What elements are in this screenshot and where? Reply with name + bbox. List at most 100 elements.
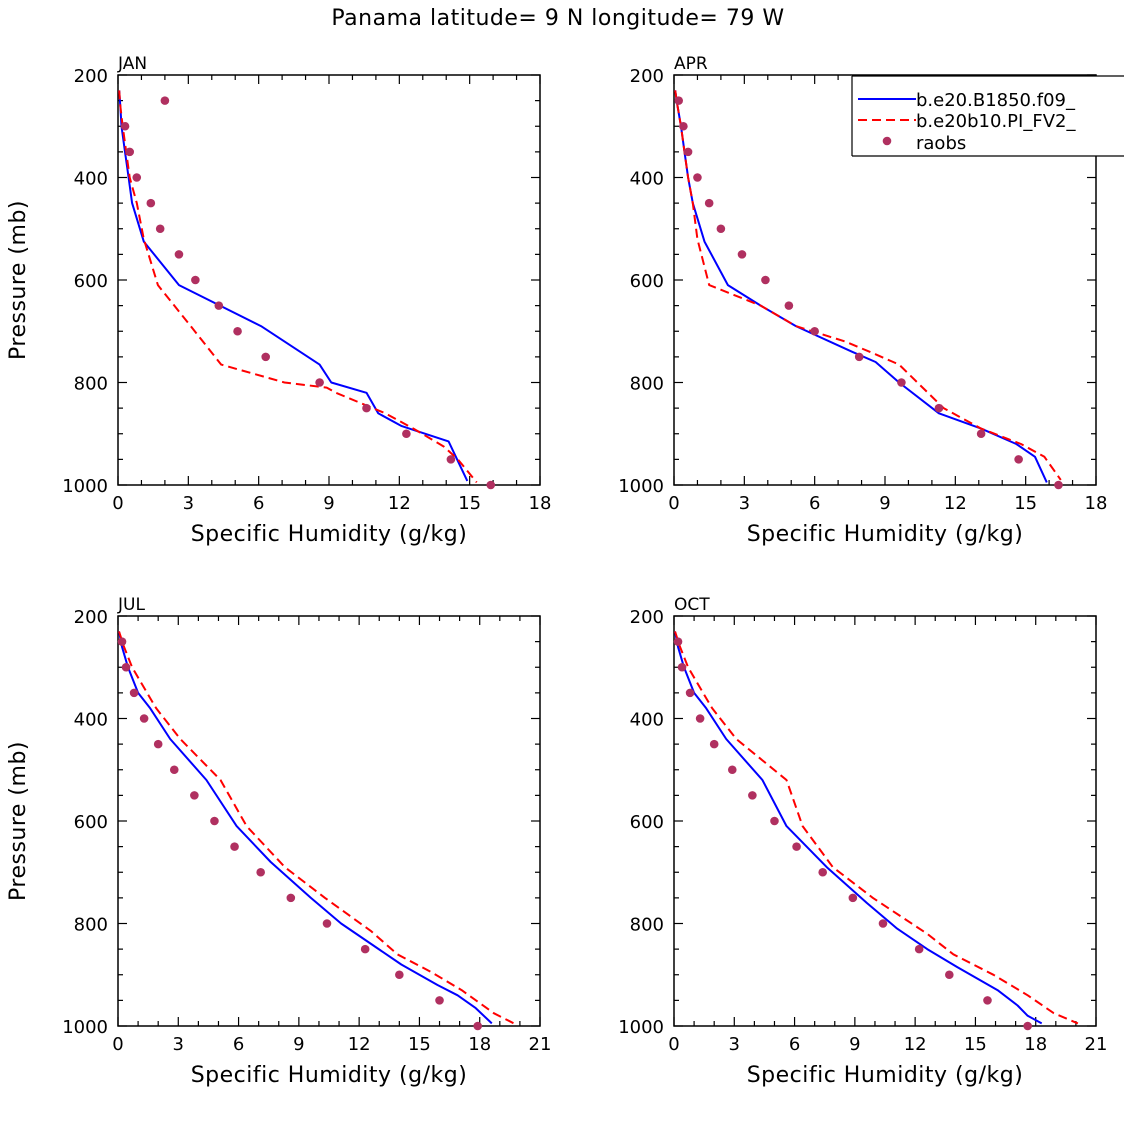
- raobs-point: [146, 198, 156, 208]
- y-tick-label: 400: [74, 710, 108, 731]
- x-tick-label: 3: [739, 493, 750, 514]
- series-line-pi-fv2: [118, 631, 515, 1025]
- x-tick-label: 0: [112, 493, 123, 514]
- y-tick-label: 400: [630, 169, 664, 190]
- raobs-point: [233, 326, 242, 336]
- y-tick-label: 600: [630, 812, 664, 833]
- y-tick-label: 200: [74, 66, 108, 87]
- raobs-point: [878, 919, 888, 928]
- raobs-point: [683, 147, 693, 157]
- y-tick-label: 1000: [618, 476, 664, 497]
- x-axis-label: Specific Humidity (g/kg): [191, 522, 468, 547]
- raobs-point: [761, 275, 770, 285]
- x-axis-label: Specific Humidity (g/kg): [747, 522, 1024, 547]
- raobs-point: [854, 352, 864, 362]
- raobs-point: [395, 970, 404, 980]
- raobs-point: [673, 637, 683, 646]
- y-tick-label: 200: [630, 607, 664, 628]
- y-tick-label: 600: [74, 271, 108, 292]
- raobs-point: [153, 739, 163, 749]
- raobs-point: [191, 275, 200, 285]
- panel-apr: APR 0 3 6 9 12 15 18 200 400 600 800 1000 Specific Hu…: [618, 54, 1107, 547]
- panel-oct: OCT 0 3 6 9 12 15 18 21 200 400 600 800 1000 Specific …: [618, 595, 1107, 1088]
- x-tick-label: 21: [1085, 1034, 1108, 1055]
- raobs-point: [1054, 480, 1063, 490]
- raobs-point: [362, 403, 371, 413]
- raobs-point: [914, 944, 924, 954]
- raobs-point: [155, 224, 165, 234]
- raobs-point: [446, 455, 456, 464]
- raobs-point: [693, 173, 702, 182]
- raobs-point: [983, 996, 992, 1005]
- x-tick-label: 6: [789, 1034, 800, 1055]
- y-tick-label: 600: [74, 812, 108, 833]
- x-tick-label: 6: [809, 493, 820, 514]
- raobs-point: [748, 791, 757, 800]
- raobs-point: [210, 816, 219, 826]
- raobs-point: [848, 893, 858, 903]
- panel-title: APR: [674, 54, 708, 74]
- raobs-point: [677, 662, 687, 672]
- x-tick-label: 0: [112, 1034, 123, 1055]
- y-tick-label: 800: [630, 374, 664, 395]
- legend-label: b.e20b10.PI_FV2_: [916, 111, 1076, 132]
- raobs-point: [709, 739, 719, 749]
- raobs-point: [360, 944, 370, 954]
- raobs-point: [685, 688, 695, 698]
- raobs-point: [818, 867, 828, 877]
- x-tick-label: 0: [668, 493, 679, 514]
- x-tick-label: 18: [1085, 493, 1108, 514]
- series-line-b1850: [118, 631, 493, 1025]
- raobs-point: [139, 714, 149, 723]
- series-line-pi-fv2: [674, 631, 1079, 1025]
- raobs-point: [810, 326, 819, 336]
- y-tick-label: 200: [630, 66, 664, 87]
- raobs-point: [190, 791, 199, 800]
- x-tick-label: 9: [293, 1034, 304, 1055]
- plot-frame: [673, 615, 1097, 1027]
- y-tick-label: 1000: [618, 1017, 664, 1038]
- raobs-point: [704, 198, 714, 208]
- raobs-point: [897, 378, 906, 387]
- raobs-point: [976, 429, 986, 439]
- y-tick-label: 400: [630, 710, 664, 731]
- x-axis-label: Specific Humidity (g/kg): [191, 1063, 468, 1088]
- legend: b.e20.B1850.f09_b.e20b10.PI_FV2_raobs: [851, 75, 1124, 157]
- y-axis-label: Pressure (mb): [6, 741, 31, 901]
- x-tick-label: 18: [1024, 1034, 1047, 1055]
- x-tick-label: 12: [388, 493, 411, 514]
- y-tick-label: 600: [630, 271, 664, 292]
- series-line-pi-fv2: [118, 90, 478, 484]
- panel-title: OCT: [674, 595, 710, 615]
- x-axis-label: Specific Humidity (g/kg): [747, 1063, 1024, 1088]
- x-tick-label: 6: [253, 493, 264, 514]
- raobs-point: [679, 121, 688, 131]
- raobs-point: [160, 96, 170, 105]
- x-tick-label: 3: [183, 493, 194, 514]
- x-tick-label: 9: [323, 493, 334, 514]
- series-line-b1850: [118, 90, 469, 482]
- raobs-point: [174, 250, 184, 259]
- raobs-point: [121, 662, 131, 672]
- raobs-point: [214, 301, 224, 310]
- x-tick-label: 9: [879, 493, 890, 514]
- raobs-point: [435, 996, 444, 1005]
- y-tick-label: 400: [74, 169, 108, 190]
- x-tick-label: 3: [173, 1034, 184, 1055]
- x-tick-label: 15: [408, 1034, 431, 1055]
- raobs-point: [727, 765, 737, 775]
- y-tick-label: 800: [74, 915, 108, 936]
- x-tick-label: 3: [729, 1034, 740, 1055]
- legend-marker-raobs: [882, 136, 892, 146]
- raobs-point: [117, 637, 127, 646]
- raobs-point: [486, 480, 496, 490]
- raobs-point: [322, 919, 332, 928]
- plot-frame: [117, 615, 541, 1027]
- x-tick-label: 12: [904, 1034, 927, 1055]
- raobs-point: [132, 173, 142, 182]
- raobs-point: [169, 765, 179, 775]
- raobs-point: [402, 429, 411, 439]
- y-tick-label: 1000: [62, 476, 108, 497]
- raobs-point: [125, 147, 135, 157]
